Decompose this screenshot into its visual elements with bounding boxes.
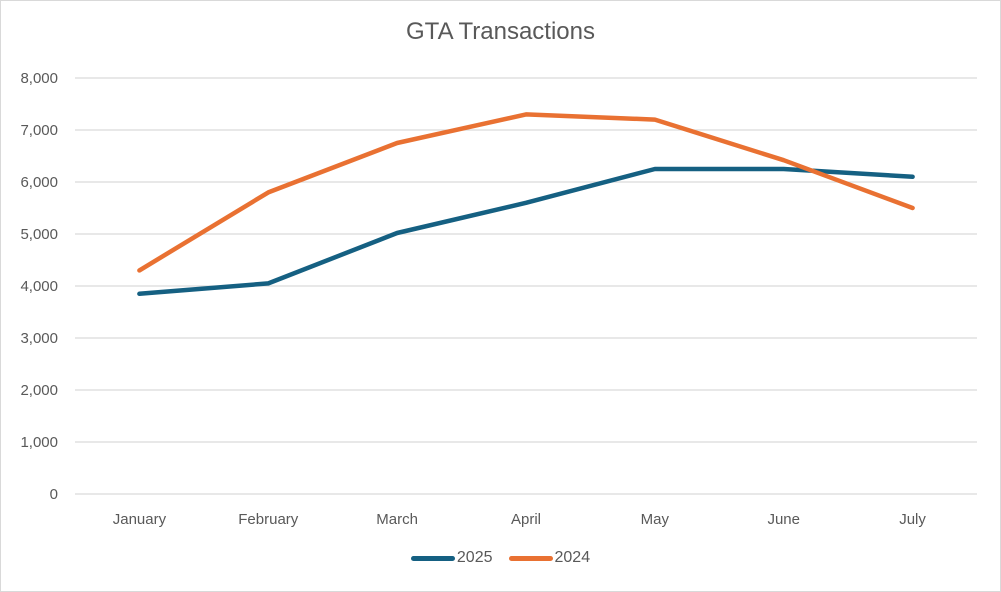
legend-label-2024: 2024	[554, 549, 591, 566]
y-tick-label: 8,000	[20, 70, 58, 87]
y-tick-label: 3,000	[20, 330, 58, 347]
y-tick-label: 6,000	[20, 174, 58, 191]
y-tick-label: 0	[50, 486, 58, 503]
legend: 2025 2024	[0, 549, 1001, 567]
legend-swatch-2024	[508, 555, 553, 561]
series-line-2024	[137, 112, 915, 273]
x-tick-label: May	[641, 511, 670, 528]
x-tick-label: April	[511, 511, 541, 528]
y-tick-label: 4,000	[20, 278, 58, 295]
x-tick-label: February	[238, 511, 299, 528]
y-tick-label: 2,000	[20, 382, 58, 399]
x-tick-label: January	[113, 511, 167, 528]
y-tick-label: 1,000	[20, 434, 58, 451]
series-line-2025	[137, 166, 915, 297]
y-tick-label: 5,000	[20, 226, 58, 243]
y-tick-label: 7,000	[20, 122, 58, 139]
legend-item-2025: 2025	[410, 549, 493, 567]
x-tick-label: March	[376, 511, 418, 528]
legend-label-2025: 2025	[456, 549, 493, 566]
chart-title: GTA Transactions	[406, 18, 595, 45]
legend-swatch-2025	[410, 555, 455, 561]
x-tick-label: June	[767, 511, 800, 528]
x-tick-label: July	[899, 511, 926, 528]
legend-item-2024: 2024	[508, 549, 591, 567]
